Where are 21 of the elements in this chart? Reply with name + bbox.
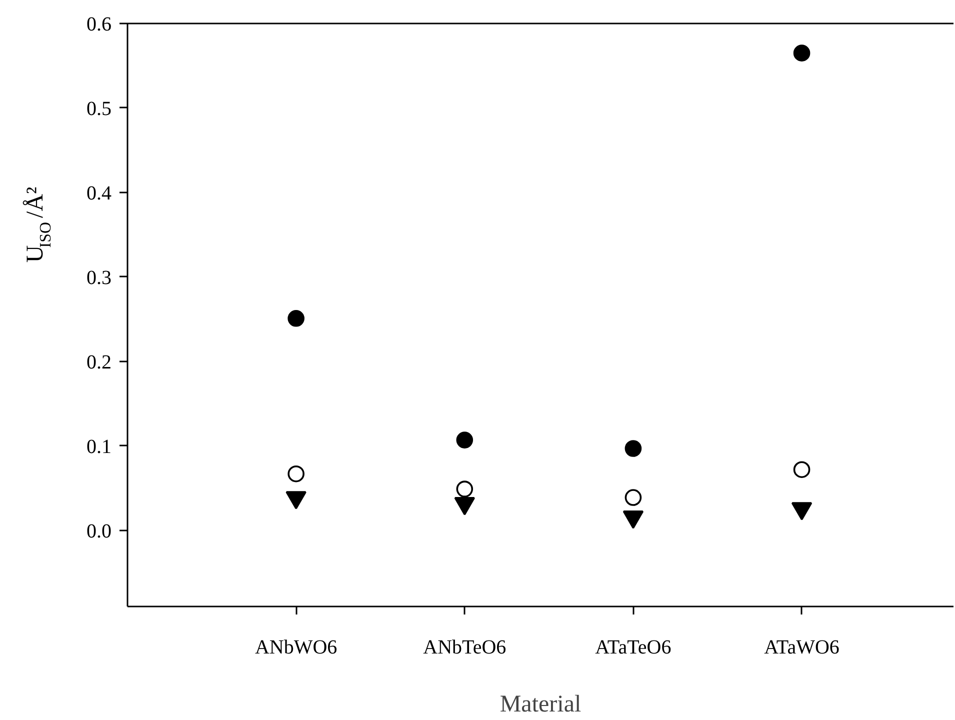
point bbox=[288, 465, 304, 482]
y-tick-label: 0.6 bbox=[86, 14, 112, 36]
point bbox=[624, 489, 642, 506]
y-tick-label: 0.3 bbox=[86, 266, 112, 289]
y-tick-label: 0.0 bbox=[86, 520, 112, 542]
x-tick-label: ANbWO6 bbox=[254, 636, 338, 658]
point bbox=[793, 44, 810, 62]
y-tick-label: 0.1 bbox=[86, 436, 112, 458]
y-tick-label: 0.2 bbox=[86, 351, 112, 374]
point bbox=[456, 480, 474, 498]
x-axis-title: Material bbox=[500, 692, 582, 718]
x-tick-label: ATaWO6 bbox=[764, 636, 840, 658]
x-tick-label: ATaTeO6 bbox=[595, 636, 672, 658]
y-tick-label: 0.4 bbox=[86, 182, 112, 204]
point bbox=[624, 440, 642, 457]
y-tick-label: 0.5 bbox=[86, 98, 112, 120]
y-axis-title: UISO /Å² bbox=[22, 186, 54, 263]
point bbox=[793, 461, 810, 478]
point bbox=[288, 310, 304, 327]
x-tick-label: ANbTeO6 bbox=[423, 636, 506, 658]
point bbox=[456, 432, 474, 448]
